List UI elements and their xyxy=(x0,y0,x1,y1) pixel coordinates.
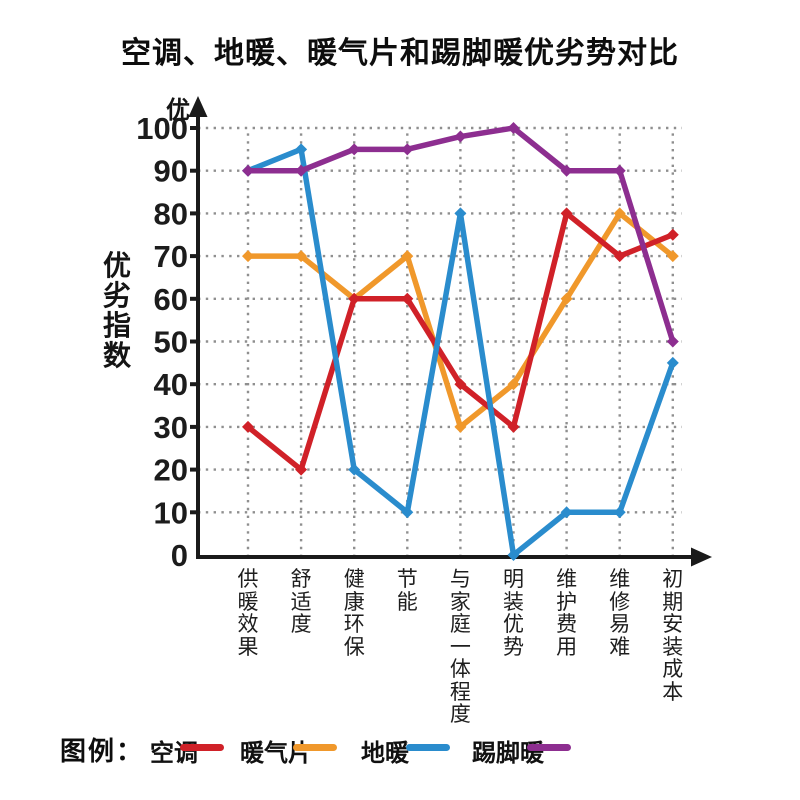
y-tick-label: 70 xyxy=(154,239,188,274)
category-label-0: 供暖效果 xyxy=(237,568,259,659)
series-point-marker xyxy=(613,250,626,263)
category-label-1: 舒适度 xyxy=(290,568,312,636)
y-axis-label: 优劣指数 xyxy=(102,250,131,371)
series-point-marker xyxy=(613,506,626,519)
y-tick-mark xyxy=(190,467,198,472)
series-point-marker xyxy=(295,143,308,156)
y-tick-label: 0 xyxy=(171,538,188,573)
legend-swatch-nuanqipian xyxy=(293,744,337,751)
series-point-marker xyxy=(401,292,414,305)
y-tick-label: 10 xyxy=(154,495,188,530)
y-tick-label: 30 xyxy=(154,410,188,445)
series-point-marker xyxy=(454,130,467,143)
series-point-marker xyxy=(401,143,414,156)
y-tick-label: 90 xyxy=(154,154,188,189)
legend-label-dinuan: 地暖 xyxy=(361,740,409,767)
y-axis-unit-label: 优 xyxy=(166,96,190,124)
y-tick-label: 60 xyxy=(154,282,188,317)
y-tick-mark xyxy=(190,211,198,216)
y-tick-mark xyxy=(190,254,198,259)
series-point-marker xyxy=(348,143,361,156)
legend-swatch-dinuan xyxy=(406,744,450,751)
series-point-marker xyxy=(348,292,361,305)
series-point-marker xyxy=(454,420,467,433)
legend-title: 图例： xyxy=(60,736,145,766)
series-point-marker xyxy=(242,164,254,177)
series-point-marker xyxy=(666,356,679,369)
y-tick-label: 100 xyxy=(136,111,188,146)
legend-swatch-tijiaonuan xyxy=(527,744,571,751)
y-tick-mark xyxy=(190,339,198,344)
y-tick-label: 20 xyxy=(154,453,188,488)
series-point-marker xyxy=(666,250,679,263)
category-label-7: 维修易难 xyxy=(609,568,631,659)
series-point-marker xyxy=(401,250,414,263)
category-label-2: 健康环保 xyxy=(343,568,365,659)
series-point-marker xyxy=(401,506,414,519)
series-point-marker xyxy=(560,164,573,177)
series-point-marker xyxy=(507,378,520,391)
series-point-marker xyxy=(454,207,467,220)
y-tick-mark xyxy=(190,510,198,515)
series-point-marker xyxy=(242,420,254,433)
y-tick-label: 50 xyxy=(154,325,188,360)
series-point-marker xyxy=(666,228,679,241)
series-point-marker xyxy=(242,250,254,263)
legend-swatch-kongtiao xyxy=(180,744,224,751)
category-label-4: 与家庭一体程度 xyxy=(449,568,471,726)
category-label-6: 维护费用 xyxy=(556,568,578,659)
chart-title: 空调、地暖、暖气片和踢脚暖优劣势对比 xyxy=(121,37,679,70)
y-tick-mark xyxy=(190,382,198,387)
y-tick-mark xyxy=(190,126,198,130)
series-point-marker xyxy=(666,335,679,348)
y-tick-mark xyxy=(190,424,198,429)
series-point-marker xyxy=(560,292,573,305)
series-point-marker xyxy=(507,549,520,561)
series-point-marker xyxy=(295,463,308,476)
y-axis-arrowhead-icon xyxy=(188,96,208,117)
legend: 图例： 空调 暖气片 地暖 踢脚暖 xyxy=(0,731,800,767)
y-tick-label: 40 xyxy=(154,367,188,402)
series-point-marker xyxy=(507,420,520,433)
series-point-marker xyxy=(560,506,573,519)
series-point-marker xyxy=(454,378,467,391)
category-label-3: 节能 xyxy=(396,568,418,614)
series-point-marker xyxy=(613,207,626,220)
y-tick-mark xyxy=(190,168,198,173)
y-tick-mark xyxy=(190,296,198,301)
series-point-marker xyxy=(613,164,626,177)
series-point-marker xyxy=(295,250,308,263)
x-axis-arrowhead-icon xyxy=(691,547,712,567)
y-tick-label: 80 xyxy=(154,196,188,231)
category-label-5: 明装优势 xyxy=(503,568,524,659)
series-point-marker xyxy=(348,463,361,476)
series-point-marker xyxy=(507,122,520,134)
category-label-8: 初期安装成本 xyxy=(662,568,684,704)
series-point-marker xyxy=(560,207,573,220)
series-point-marker xyxy=(295,164,308,177)
